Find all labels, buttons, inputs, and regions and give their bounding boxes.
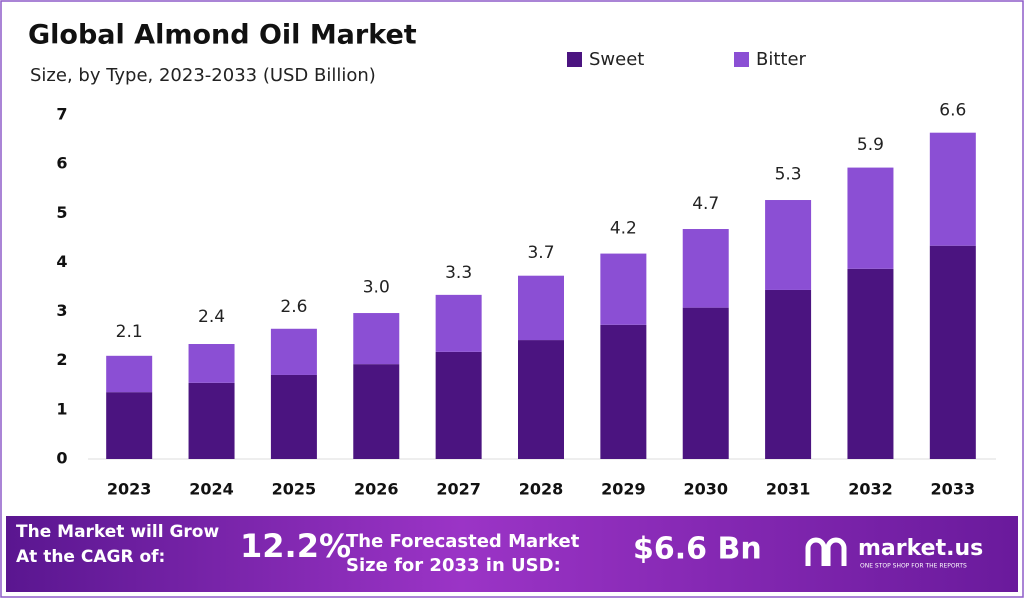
bar-segment [435, 351, 482, 459]
x-tick-label: 2032 [848, 480, 893, 499]
y-tick-label: 3 [56, 301, 67, 320]
bar-segment [518, 340, 564, 459]
forecast-label: The Forecasted Market [346, 531, 580, 552]
bar-segment [106, 355, 153, 393]
cagr-value: 12.2% [240, 527, 351, 565]
bar-segment [270, 374, 317, 459]
total-label: 2.4 [198, 307, 225, 327]
x-tick-label: 2024 [189, 480, 234, 499]
chart-subtitle: Size, by Type, 2023-2033 (USD Billion) [30, 65, 376, 86]
bar-segment [435, 294, 482, 352]
x-tick-label: 2030 [683, 480, 728, 499]
total-label: 4.7 [692, 194, 719, 214]
forecast-label: Size for 2033 in USD: [346, 555, 561, 576]
brand: market.us [858, 536, 983, 561]
cagr-label: At the CAGR of: [16, 547, 165, 567]
total-label: 3.3 [445, 263, 472, 283]
bar-segment [353, 313, 400, 365]
tagline: ONE STOP SHOP FOR THE REPORTS [860, 563, 967, 570]
bar-segment [518, 275, 564, 341]
cagr-label: The Market will Grow [16, 522, 219, 542]
bar-segment [106, 392, 153, 459]
y-tick-label: 5 [56, 203, 67, 222]
y-tick-label: 1 [56, 399, 67, 418]
total-label: 4.2 [610, 219, 637, 239]
legend-label: Bitter [756, 49, 807, 70]
x-tick-label: 2025 [272, 480, 317, 499]
x-tick-label: 2033 [931, 480, 976, 499]
total-label: 5.3 [775, 165, 802, 185]
footer: The Market will Grow At the CAGR of: 12.… [16, 522, 983, 576]
bar-segment [847, 268, 894, 459]
bar-segment [600, 253, 647, 325]
total-label: 5.9 [857, 135, 884, 155]
bar-segment [188, 382, 235, 459]
bar-segment [929, 245, 976, 459]
bar-segment [600, 324, 647, 459]
bar-segment [682, 229, 729, 308]
legend-label: Sweet [589, 49, 644, 70]
y-tick-label: 0 [56, 449, 67, 468]
total-label: 2.1 [116, 322, 143, 342]
forecast-value: $6.6 Bn [633, 532, 762, 567]
legend-swatch [734, 52, 749, 67]
x-tick-label: 2026 [354, 480, 399, 499]
total-label: 6.6 [939, 101, 966, 121]
bar-segment [765, 200, 812, 290]
total-label: 2.6 [280, 297, 307, 317]
x-tick-label: 2031 [766, 480, 811, 499]
y-tick-label: 2 [56, 350, 67, 369]
chart-title: Global Almond Oil Market [28, 20, 417, 51]
x-tick-label: 2029 [601, 480, 646, 499]
footer-banner [6, 516, 1018, 592]
bar-segment [929, 132, 976, 246]
bar-segment [188, 344, 235, 383]
bar-segment [682, 307, 729, 459]
bar-segment [353, 364, 400, 459]
logo-icon [805, 537, 847, 566]
bar-segment [847, 167, 894, 269]
y-tick-label: 4 [56, 252, 67, 271]
legend-swatch [567, 52, 582, 67]
y-tick-label: 6 [56, 154, 67, 173]
x-tick-label: 2023 [107, 480, 152, 499]
total-label: 3.0 [363, 278, 390, 298]
bar-segment [765, 289, 812, 459]
bar-segment [270, 328, 317, 375]
total-label: 3.7 [527, 243, 554, 263]
x-tick-label: 2028 [519, 480, 564, 499]
x-tick-label: 2027 [436, 480, 481, 499]
y-tick-label: 7 [56, 105, 67, 124]
